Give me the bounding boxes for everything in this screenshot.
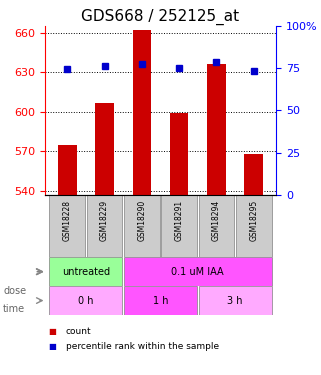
Text: 0.1 uM IAA: 0.1 uM IAA bbox=[171, 267, 224, 277]
Title: GDS668 / 252125_at: GDS668 / 252125_at bbox=[82, 9, 239, 25]
Bar bbox=[49, 195, 85, 257]
Bar bbox=[161, 195, 197, 257]
Text: 1 h: 1 h bbox=[153, 296, 168, 306]
Text: time: time bbox=[3, 304, 25, 314]
Text: GSM18294: GSM18294 bbox=[212, 200, 221, 241]
Text: GSM18295: GSM18295 bbox=[249, 200, 258, 241]
Text: GSM18291: GSM18291 bbox=[175, 200, 184, 241]
Text: 0 h: 0 h bbox=[78, 296, 94, 306]
Bar bbox=[49, 257, 123, 286]
Bar bbox=[133, 30, 151, 195]
Bar bbox=[244, 154, 263, 195]
Text: untreated: untreated bbox=[62, 267, 110, 277]
Text: count: count bbox=[66, 327, 91, 336]
Text: GSM18229: GSM18229 bbox=[100, 200, 109, 241]
Bar bbox=[124, 195, 160, 257]
Bar bbox=[87, 195, 123, 257]
Bar bbox=[236, 195, 272, 257]
Text: GSM18228: GSM18228 bbox=[63, 200, 72, 241]
Bar bbox=[95, 103, 114, 195]
Text: ■: ■ bbox=[48, 327, 56, 336]
Bar bbox=[49, 286, 123, 315]
Bar bbox=[198, 195, 234, 257]
Text: dose: dose bbox=[3, 286, 26, 296]
Bar bbox=[124, 286, 197, 315]
Bar bbox=[170, 113, 188, 195]
Bar bbox=[124, 257, 272, 286]
Bar bbox=[58, 145, 77, 195]
Text: 3 h: 3 h bbox=[227, 296, 243, 306]
Text: GSM18290: GSM18290 bbox=[137, 200, 146, 241]
Bar bbox=[198, 286, 272, 315]
Bar bbox=[207, 64, 226, 195]
Text: percentile rank within the sample: percentile rank within the sample bbox=[66, 342, 219, 351]
Text: ■: ■ bbox=[48, 342, 56, 351]
